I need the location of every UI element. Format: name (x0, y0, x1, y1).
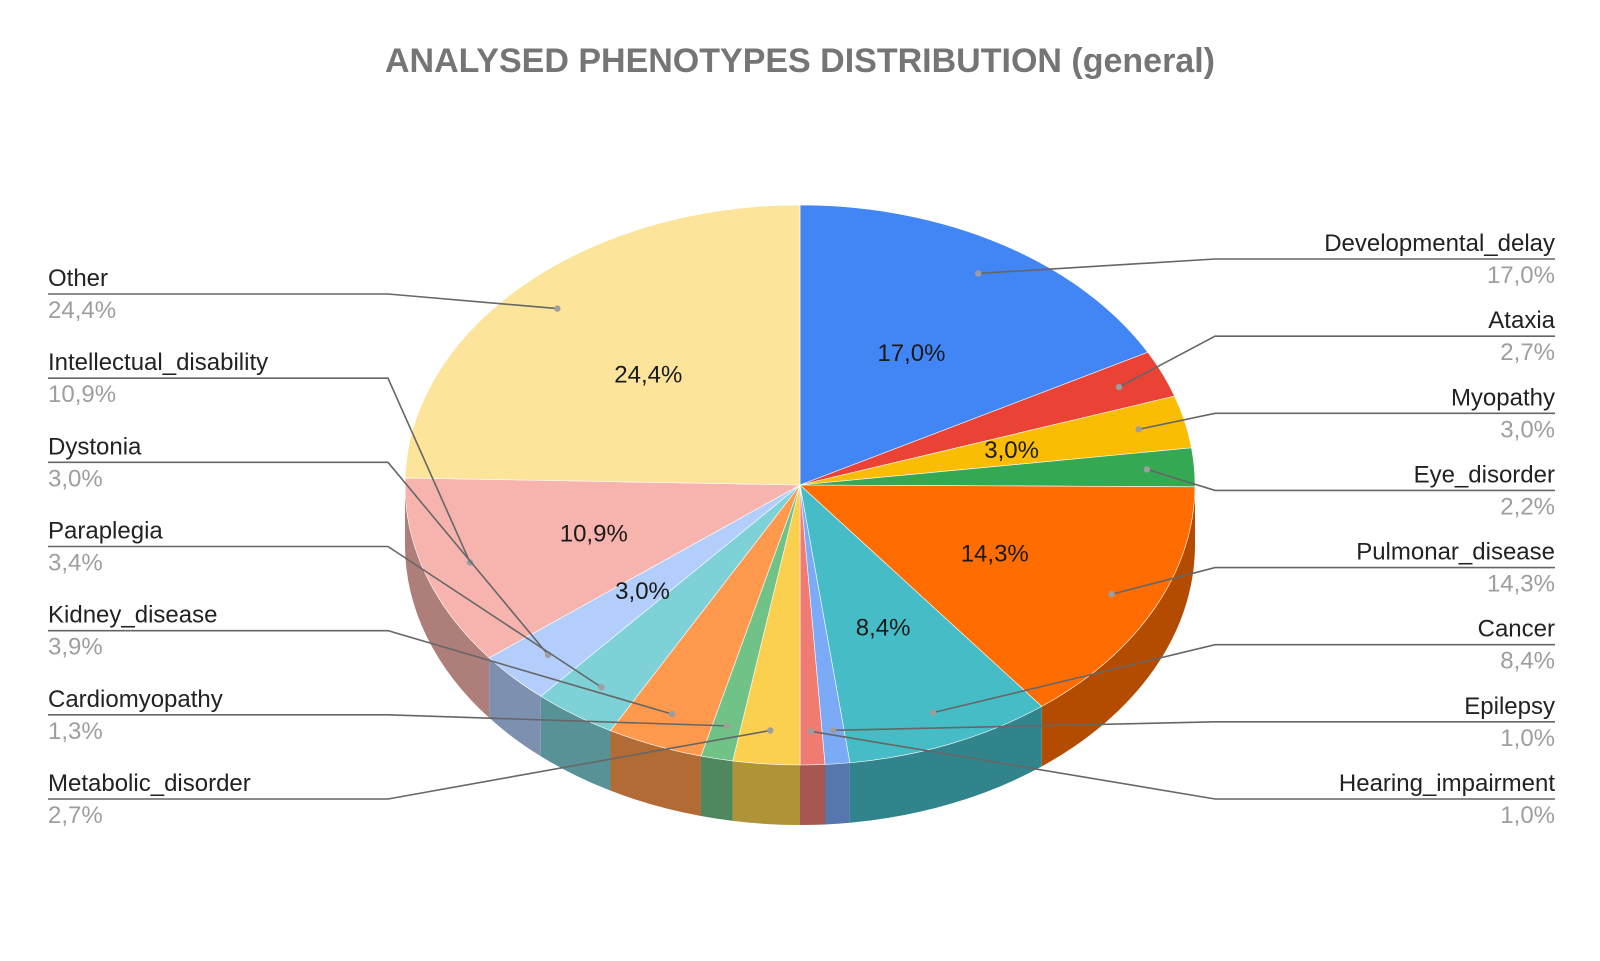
leader-eye-disorder (1146, 468, 1555, 492)
side-epilepsy (825, 762, 850, 825)
leader-dot-cardiomyopathy (723, 722, 730, 730)
slice-pulmonar-disease (799, 484, 1196, 707)
leader-kidney-disease (48, 629, 673, 715)
slice-label-dystonia: 3,0% (615, 578, 670, 605)
callout-name-paraplegia: Paraplegia (48, 518, 163, 545)
callout-value-intellectual-disability: 10,9% (48, 381, 116, 408)
slice-label-other: 24,4% (614, 362, 682, 389)
callout-name-metabolic-disorder: Metabolic_disorder (48, 770, 251, 797)
side-cardiomyopathy (700, 756, 733, 821)
callout-name-other: Other (48, 265, 108, 292)
leader-dot-hearing-impairment (807, 728, 815, 735)
leader-cardiomyopathy (48, 714, 727, 727)
leader-paraplegia (48, 545, 602, 688)
callout-name-dystonia: Dystonia (48, 433, 142, 460)
leader-dot-other (554, 305, 561, 312)
leader-dot-eye-disorder (1143, 466, 1151, 473)
side-metabolic-disorder (732, 760, 800, 825)
callout-value-metabolic-disorder: 2,7% (48, 802, 103, 829)
pie-slices (404, 204, 1196, 766)
slice-other (404, 204, 801, 486)
leader-dot-myopathy (1135, 426, 1142, 433)
side-dystonia (489, 657, 541, 757)
callout-value-kidney-disease: 3,9% (48, 634, 103, 661)
side-intellectual-disability (405, 485, 490, 718)
leader-dot-pulmonar-disease (1108, 591, 1115, 598)
side-hearing-impairment (800, 764, 826, 825)
leader-dot-kidney-disease (668, 710, 676, 718)
leader-myopathy (1138, 412, 1555, 431)
leader-dystonia (48, 461, 549, 656)
leader-other (48, 293, 558, 310)
chart-title: ANALYSED PHENOTYPES DISTRIBUTION (genera… (385, 42, 1215, 80)
slice-cancer (799, 484, 1043, 764)
callout-name-cardiomyopathy: Cardiomyopathy (48, 686, 223, 713)
leader-intellectual-disability (48, 377, 471, 563)
callout-name-cancer: Cancer (1478, 616, 1555, 643)
side-pulmonar-disease (1041, 486, 1195, 767)
side-kidney-disease (610, 730, 701, 817)
leader-epilepsy (832, 721, 1555, 732)
callout-value-ataxia: 2,7% (1500, 339, 1555, 366)
callout-name-intellectual-disability: Intellectual_disability (48, 349, 268, 376)
leader-ataxia (1118, 335, 1555, 388)
callout-value-other: 24,4% (48, 297, 116, 324)
callout-name-hearing-impairment: Hearing_impairment (1339, 770, 1555, 797)
leader-dot-epilepsy (829, 727, 837, 734)
callout-value-cardiomyopathy: 1,3% (48, 718, 103, 745)
slice-intellectual-disability (404, 477, 802, 659)
callout-value-epilepsy: 1,0% (1500, 725, 1555, 752)
slice-label-pulmonar-disease: 14,3% (961, 540, 1029, 567)
callout-name-developmental-delay: Developmental_delay (1324, 230, 1555, 257)
leader-dot-paraplegia (598, 684, 605, 691)
leader-hearing-impairment (810, 730, 1555, 800)
callout-value-developmental-delay: 17,0% (1487, 262, 1555, 289)
side-cancer (849, 706, 1042, 823)
leader-pulmonar-disease (1111, 566, 1555, 595)
callout-labels: 17,0% 3,0% 14,3% 8,4% 3,0% 10,9% 24,4% Developm… (48, 230, 1556, 829)
callout-leaders (48, 258, 1555, 800)
pie-sides (405, 485, 1195, 825)
callout-name-pulmonar-disease: Pulmonar_disease (1356, 539, 1555, 566)
leader-developmental-delay (978, 258, 1555, 275)
leader-dot-metabolic-disorder (767, 727, 774, 734)
leader-dot-cancer (929, 709, 937, 716)
callout-value-eye-disorder: 2,2% (1500, 493, 1555, 520)
callout-name-epilepsy: Epilepsy (1464, 693, 1555, 720)
slice-label-intellectual-disability: 10,9% (560, 520, 628, 547)
callout-value-cancer: 8,4% (1500, 648, 1555, 675)
callout-name-myopathy: Myopathy (1451, 384, 1555, 411)
callout-value-hearing-impairment: 1,0% (1500, 802, 1555, 829)
slice-developmental-delay (799, 204, 1149, 486)
callout-name-ataxia: Ataxia (1488, 307, 1555, 334)
leader-dot-developmental-delay (975, 270, 982, 277)
slice-label-myopathy: 3,0% (984, 437, 1039, 464)
leader-metabolic-disorder (48, 729, 771, 800)
callout-value-dystonia: 3,0% (48, 465, 103, 492)
callout-name-eye-disorder: Eye_disorder (1414, 461, 1555, 488)
callout-value-pulmonar-disease: 14,3% (1487, 571, 1555, 598)
callout-name-kidney-disease: Kidney_disease (48, 602, 217, 629)
callout-value-paraplegia: 3,4% (48, 550, 103, 577)
slice-label-developmental-delay: 17,0% (877, 340, 945, 367)
leader-cancer (932, 643, 1555, 714)
leader-dot-ataxia (1115, 383, 1123, 391)
callout-value-myopathy: 3,0% (1500, 416, 1555, 443)
slice-label-cancer: 8,4% (856, 614, 911, 641)
